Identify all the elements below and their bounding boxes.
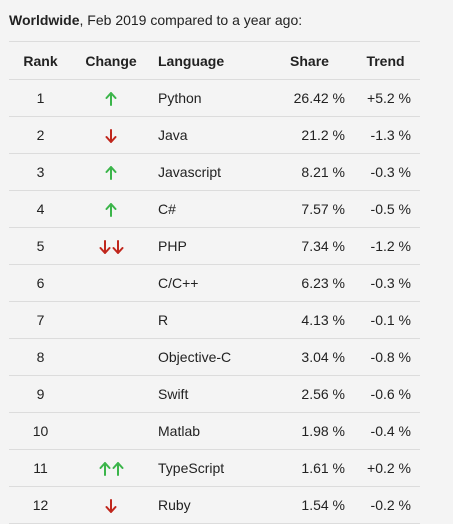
change-indicator xyxy=(105,499,117,514)
language-cell: C# xyxy=(150,190,268,228)
trend-cell: -0.5 % xyxy=(351,190,420,228)
share-cell: 21.2 % xyxy=(268,116,351,154)
arrow-up-icon xyxy=(112,462,123,477)
trend-cell: -0.6 % xyxy=(351,375,420,413)
rank-cell: 7 xyxy=(9,301,72,339)
caption-text: , Feb 2019 compared to a year ago: xyxy=(79,12,303,28)
trend-cell: -0.2 % xyxy=(351,486,420,524)
language-cell: PHP xyxy=(150,227,268,265)
change-cell xyxy=(72,338,150,376)
rank-cell: 8 xyxy=(9,338,72,376)
rank-cell: 5 xyxy=(9,227,72,265)
change-indicator xyxy=(99,240,124,255)
share-cell: 1.98 % xyxy=(268,412,351,450)
language-cell: Python xyxy=(150,79,268,117)
change-indicator xyxy=(105,203,117,218)
rank-cell: 11 xyxy=(9,449,72,487)
change-cell xyxy=(72,449,150,487)
share-cell: 8.21 % xyxy=(268,153,351,191)
trend-cell: -0.3 % xyxy=(351,264,420,302)
arrow-up-icon xyxy=(105,203,117,218)
change-cell xyxy=(72,301,150,339)
share-cell: 3.04 % xyxy=(268,338,351,376)
language-cell: Javascript xyxy=(150,153,268,191)
rank-cell: 3 xyxy=(9,153,72,191)
share-cell: 4.13 % xyxy=(268,301,351,339)
change-indicator xyxy=(105,92,117,107)
header-share: Share xyxy=(268,41,351,80)
change-cell xyxy=(72,412,150,450)
table-row: 10 Matlab 1.98 % -0.4 % xyxy=(9,412,420,450)
header-change: Change xyxy=(72,41,150,80)
language-cell: Objective-C xyxy=(150,338,268,376)
change-cell xyxy=(72,190,150,228)
share-cell: 7.57 % xyxy=(268,190,351,228)
trend-cell: +0.2 % xyxy=(351,449,420,487)
rank-cell: 9 xyxy=(9,375,72,413)
arrow-down-icon xyxy=(112,240,123,255)
table-row: 9 Swift 2.56 % -0.6 % xyxy=(9,375,420,413)
language-cell: Java xyxy=(150,116,268,154)
table-body: 1 Python 26.42 % +5.2 % 2 Java 21.2 % -1.3 % 3 Ja… xyxy=(9,79,420,524)
arrow-down-icon xyxy=(105,129,117,144)
language-cell: C/C++ xyxy=(150,264,268,302)
rank-cell: 12 xyxy=(9,486,72,524)
share-cell: 1.61 % xyxy=(268,449,351,487)
table-row: 11 TypeScript 1.61 % +0.2 % xyxy=(9,449,420,487)
trend-cell: +5.2 % xyxy=(351,79,420,117)
change-indicator xyxy=(105,129,117,144)
trend-cell: -1.3 % xyxy=(351,116,420,154)
table-row: 1 Python 26.42 % +5.2 % xyxy=(9,79,420,117)
table-row: 4 C# 7.57 % -0.5 % xyxy=(9,190,420,228)
table-row: 12 Ruby 1.54 % -0.2 % xyxy=(9,486,420,524)
change-cell xyxy=(72,264,150,302)
language-cell: Ruby xyxy=(150,486,268,524)
arrow-up-icon xyxy=(105,92,117,107)
language-cell: R xyxy=(150,301,268,339)
change-indicator xyxy=(105,166,117,181)
arrow-down-icon xyxy=(99,240,110,255)
share-cell: 26.42 % xyxy=(268,79,351,117)
caption-region: Worldwide xyxy=(9,12,80,28)
rank-cell: 1 xyxy=(9,79,72,117)
header-language: Language xyxy=(150,41,268,80)
trend-cell: -0.8 % xyxy=(351,338,420,376)
table-header-row: Rank Change Language Share Trend xyxy=(9,41,420,80)
table-row: 6 C/C++ 6.23 % -0.3 % xyxy=(9,264,420,302)
table-row: 5 PHP 7.34 % -1.2 % xyxy=(9,227,420,265)
ranking-table: Rank Change Language Share Trend 1 Python… xyxy=(9,41,420,524)
share-cell: 6.23 % xyxy=(268,264,351,302)
change-cell xyxy=(72,153,150,191)
trend-cell: -0.4 % xyxy=(351,412,420,450)
change-indicator xyxy=(99,462,124,477)
rank-cell: 4 xyxy=(9,190,72,228)
trend-cell: -0.1 % xyxy=(351,301,420,339)
language-cell: Swift xyxy=(150,375,268,413)
trend-cell: -0.3 % xyxy=(351,153,420,191)
change-cell xyxy=(72,116,150,154)
arrow-up-icon xyxy=(105,166,117,181)
header-rank: Rank xyxy=(9,41,72,80)
arrow-down-icon xyxy=(105,499,117,514)
rank-cell: 6 xyxy=(9,264,72,302)
share-cell: 2.56 % xyxy=(268,375,351,413)
table-row: 3 Javascript 8.21 % -0.3 % xyxy=(9,153,420,191)
rank-cell: 2 xyxy=(9,116,72,154)
rank-cell: 10 xyxy=(9,412,72,450)
change-cell xyxy=(72,227,150,265)
share-cell: 7.34 % xyxy=(268,227,351,265)
share-cell: 1.54 % xyxy=(268,486,351,524)
change-cell xyxy=(72,486,150,524)
language-cell: Matlab xyxy=(150,412,268,450)
language-cell: TypeScript xyxy=(150,449,268,487)
trend-cell: -1.2 % xyxy=(351,227,420,265)
change-cell xyxy=(72,375,150,413)
header-trend: Trend xyxy=(351,41,420,80)
arrow-up-icon xyxy=(99,462,110,477)
table-row: 7 R 4.13 % -0.1 % xyxy=(9,301,420,339)
table-caption: Worldwide, Feb 2019 compared to a year a… xyxy=(9,12,302,28)
change-cell xyxy=(72,79,150,117)
table-row: 2 Java 21.2 % -1.3 % xyxy=(9,116,420,154)
table-row: 8 Objective-C 3.04 % -0.8 % xyxy=(9,338,420,376)
